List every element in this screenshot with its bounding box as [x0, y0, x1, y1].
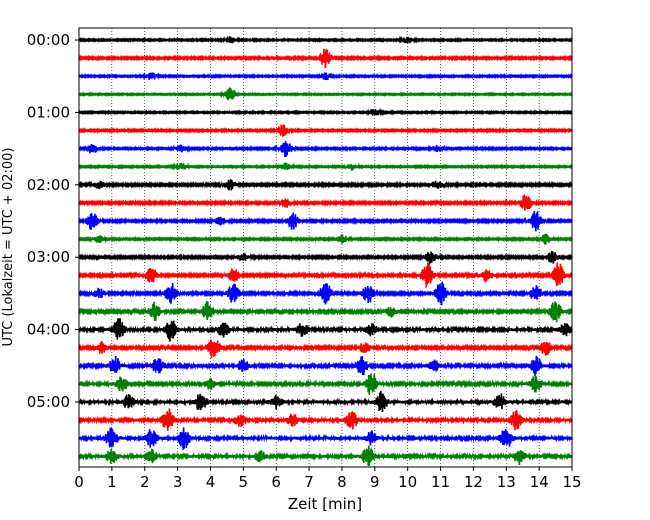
y-tick-label: 01:00 — [27, 103, 70, 121]
x-tick-label: 10 — [398, 473, 417, 491]
trace-4 — [78, 107, 573, 117]
y-axis-label: UTC (Lokalzeit = UTC + 02:00) — [1, 148, 16, 347]
x-tick-label: 12 — [464, 473, 483, 491]
trace-21 — [78, 408, 573, 431]
trace-lines — [78, 35, 573, 467]
plot-frame — [78, 27, 573, 468]
x-tick-label: 15 — [562, 473, 581, 491]
trace-1 — [78, 48, 573, 68]
x-tick-label: 9 — [370, 473, 380, 491]
x-tick-label: 6 — [271, 473, 281, 491]
x-tick-label: 8 — [337, 473, 347, 491]
trace-8 — [78, 179, 573, 191]
x-tick-label: 0 — [74, 473, 84, 491]
trace-6 — [78, 141, 573, 158]
x-axis-ticks: 0 1 2 3 4 5 6 7 8 9 10 11 12 13 14 15 — [74, 467, 582, 491]
trace-20 — [78, 390, 573, 412]
x-tick-label: 4 — [206, 473, 216, 491]
y-tick-label: 02:00 — [27, 176, 70, 194]
trace-18 — [78, 355, 573, 376]
x-axis-label: Zeit [min] — [288, 495, 362, 513]
trace-14 — [78, 281, 573, 306]
trace-16 — [78, 318, 573, 342]
x-tick-label: 5 — [239, 473, 249, 491]
y-tick-label: 04:00 — [27, 321, 70, 339]
x-tick-label: 13 — [497, 473, 516, 491]
x-tick-label: 1 — [107, 473, 117, 491]
trace-22 — [78, 427, 573, 450]
trace-23 — [78, 445, 573, 467]
x-tick-label: 11 — [431, 473, 450, 491]
trace-13 — [78, 262, 573, 288]
trace-10 — [78, 211, 573, 232]
y-tick-label: 00:00 — [27, 31, 70, 49]
trace-3 — [78, 87, 573, 101]
trace-12 — [78, 251, 573, 265]
y-tick-label: 03:00 — [27, 248, 70, 266]
trace-9 — [78, 194, 573, 211]
trace-5 — [78, 124, 573, 137]
trace-19 — [78, 373, 573, 395]
trace-2 — [78, 71, 573, 81]
x-tick-label: 2 — [140, 473, 150, 491]
x-tick-label: 14 — [530, 473, 549, 491]
x-tick-label: 7 — [304, 473, 314, 491]
trace-0 — [78, 35, 573, 45]
trace-17 — [78, 339, 573, 359]
y-axis-ticks: 00:00 01:00 02:00 03:00 04:00 05:00 — [27, 31, 79, 411]
trace-11 — [78, 233, 573, 245]
trace-7 — [78, 162, 573, 171]
x-tick-label: 3 — [173, 473, 183, 491]
trace-15 — [78, 301, 573, 323]
vertical-grid — [111, 28, 540, 467]
y-tick-label: 05:00 — [27, 393, 70, 411]
